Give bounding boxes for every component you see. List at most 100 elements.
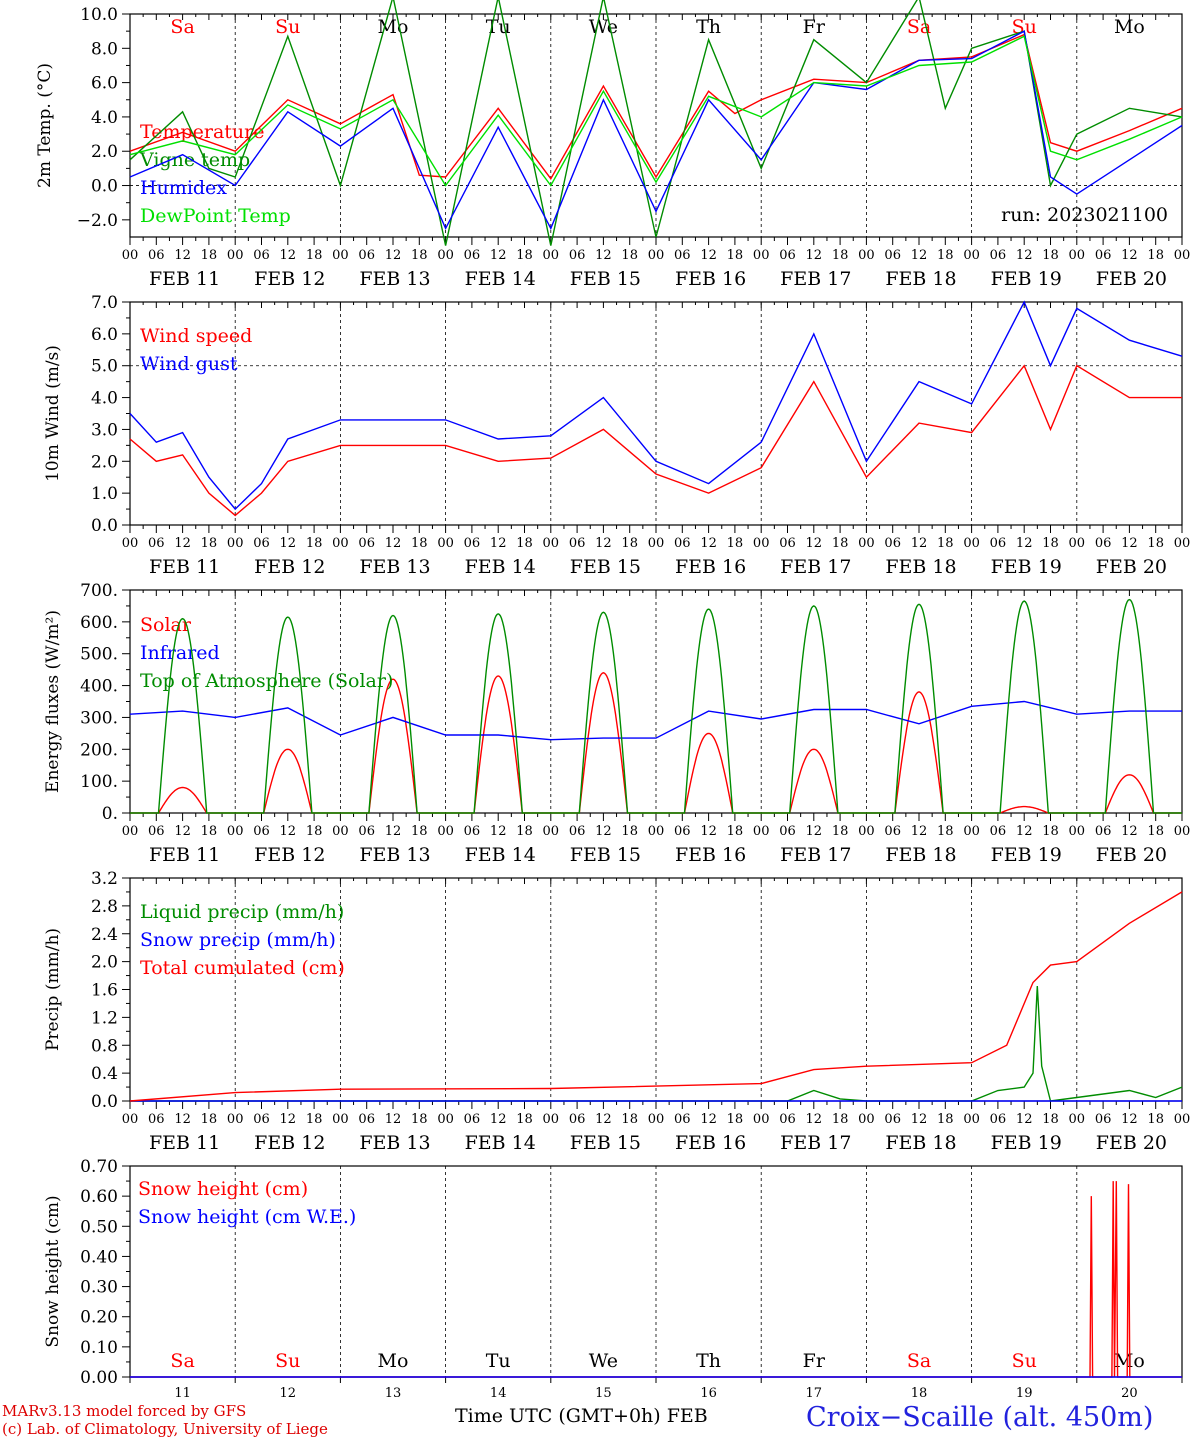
panel3-hour-label: 00 <box>437 824 454 839</box>
panel3-hour-label: 18 <box>1042 824 1059 839</box>
panel1-weekday-label: We <box>589 16 618 38</box>
panel3-series-top-of-atmosphere-solar <box>130 598 1182 814</box>
panel1-hour-label: 18 <box>727 248 744 263</box>
panel3-hour-label: 18 <box>411 824 428 839</box>
station-name: Croix−Scaille (alt. 450m) <box>806 1402 1154 1433</box>
panel1-date-label: FEB 11 <box>149 268 220 290</box>
panel5-ytick-label: 0.40 <box>80 1247 118 1267</box>
panel1-legend-temperature: Temperature <box>140 121 264 143</box>
panel4-ytick-label: 3.2 <box>91 869 118 889</box>
panel2-hour-label: 00 <box>332 536 349 551</box>
panel4-hour-label: 00 <box>122 1112 139 1127</box>
panel4-hour-label: 18 <box>1147 1112 1164 1127</box>
panel5-ytick-label: 0.20 <box>80 1308 118 1328</box>
panel3-hour-label: 18 <box>832 824 849 839</box>
panel3-ytick-label: 400. <box>80 677 118 697</box>
panel4-ytick-label: 2.4 <box>91 925 118 945</box>
panel2-series-wind-speed <box>129 364 1182 517</box>
panel5-legend-snow-height-cm-w-e: Snow height (cm W.E.) <box>138 1206 356 1228</box>
panel4-hour-label: 06 <box>464 1112 481 1127</box>
panel1-date-label: FEB 15 <box>570 268 641 290</box>
panel2-hour-label: 06 <box>884 536 901 551</box>
panel4-date-label: FEB 13 <box>359 1132 430 1154</box>
panel1-series-humidex <box>129 30 1183 231</box>
panel4-date-label: FEB 17 <box>780 1132 851 1154</box>
panel1-hour-label: 06 <box>358 248 375 263</box>
panel1-hour-label: 06 <box>779 248 796 263</box>
panel2-hour-label: 12 <box>595 536 612 551</box>
panel1-hour-label: 00 <box>227 248 244 263</box>
panel1-hour-label: 00 <box>648 248 665 263</box>
panel1-hour-label: 00 <box>753 248 770 263</box>
panel2-hour-label: 18 <box>1147 536 1164 551</box>
panel1-weekday-label: Fr <box>803 16 826 38</box>
panel4-hour-label: 00 <box>648 1112 665 1127</box>
panel2-date-label: FEB 17 <box>780 556 851 578</box>
panel5-ytick-label: 0.60 <box>80 1187 118 1207</box>
panel1-date-label: FEB 17 <box>780 268 851 290</box>
panel4-ytick-label: 0.8 <box>91 1036 118 1056</box>
panel1-weekday-label: Tu <box>486 16 511 38</box>
panel1-hour-label: 12 <box>700 248 717 263</box>
panel3-hour-label: 18 <box>1147 824 1164 839</box>
panel3-legend-infrared: Infrared <box>140 642 220 664</box>
panel3-hour-label: 06 <box>358 824 375 839</box>
panel3-hour-label: 06 <box>253 824 270 839</box>
panel2-hour-label: 12 <box>700 536 717 551</box>
panel3-ylabel: Energy fluxes (W/m²) <box>43 610 63 793</box>
panel2-ytick-label: 3.0 <box>91 420 118 440</box>
panel4-hour-label: 12 <box>700 1112 717 1127</box>
panel1-weekday-label: Su <box>275 16 300 38</box>
panel3-ytick-label: 700. <box>80 581 118 601</box>
panel4-hour-label: 06 <box>253 1112 270 1127</box>
panel3-hour-label: 06 <box>1095 824 1112 839</box>
panel4-hour-label: 12 <box>911 1112 928 1127</box>
panel2-ytick-label: 5.0 <box>91 357 118 377</box>
panel5-day-number: 20 <box>1121 1386 1138 1401</box>
panel4-legend-liquid-precip-mm-h: Liquid precip (mm/h) <box>140 901 344 923</box>
panel3-ytick-label: 500. <box>80 645 118 665</box>
panel4-ytick-label: 2.8 <box>91 897 118 917</box>
panel4-date-label: FEB 20 <box>1096 1132 1167 1154</box>
panel3-hour-label: 00 <box>753 824 770 839</box>
panel5-day-number: 15 <box>595 1386 612 1401</box>
panel2-date-label: FEB 11 <box>149 556 220 578</box>
panel3-date-label: FEB 15 <box>570 844 641 866</box>
panel4-date-label: FEB 11 <box>149 1132 220 1154</box>
panel4-hour-label: 06 <box>779 1112 796 1127</box>
panel3-hour-label: 06 <box>569 824 586 839</box>
panel1-date-label: FEB 20 <box>1096 268 1167 290</box>
panel2-hour-label: 00 <box>437 536 454 551</box>
panel3-hour-label: 06 <box>148 824 165 839</box>
panel2-hour-label: 18 <box>832 536 849 551</box>
panel2-hour-label: 12 <box>806 536 823 551</box>
panel2-hour-label: 18 <box>937 536 954 551</box>
panel2-frame <box>129 301 1183 526</box>
panel4-hour-label: 18 <box>411 1112 428 1127</box>
panel2-date-label: FEB 15 <box>570 556 641 578</box>
panel2-hour-label: 00 <box>543 536 560 551</box>
panel3-series-infrared <box>129 700 1182 741</box>
panel1-hour-label: 06 <box>569 248 586 263</box>
panel1-weekday-label: Mo <box>1114 16 1145 38</box>
panel5-day-number: 18 <box>911 1386 928 1401</box>
panel2-hour-label: 18 <box>201 536 218 551</box>
panel4-ytick-label: 1.2 <box>91 1008 118 1028</box>
panel4-legend-snow-precip-mm-h: Snow precip (mm/h) <box>140 929 336 951</box>
panel1-hour-label: 00 <box>543 248 560 263</box>
panel3-hour-label: 12 <box>1016 824 1033 839</box>
panel1-date-label: FEB 19 <box>991 268 1062 290</box>
panel1-hour-label: 12 <box>174 248 191 263</box>
panel5-weekday-label: Su <box>275 1350 300 1372</box>
credit-model: MARv3.13 model forced by GFS <box>2 1402 247 1420</box>
panel3-ytick-label: 100. <box>80 772 118 792</box>
panel4-date-label: FEB 14 <box>465 1132 536 1154</box>
panel5-day-number: 16 <box>700 1386 717 1401</box>
panel1-hour-label: 18 <box>201 248 218 263</box>
panel4-hour-label: 18 <box>937 1112 954 1127</box>
panel5-ytick-label: 0.00 <box>80 1368 118 1388</box>
panel3-hour-label: 12 <box>595 824 612 839</box>
panel4-hour-label: 12 <box>806 1112 823 1127</box>
panel5-day-number: 12 <box>280 1386 297 1401</box>
panel2-hour-label: 06 <box>253 536 270 551</box>
